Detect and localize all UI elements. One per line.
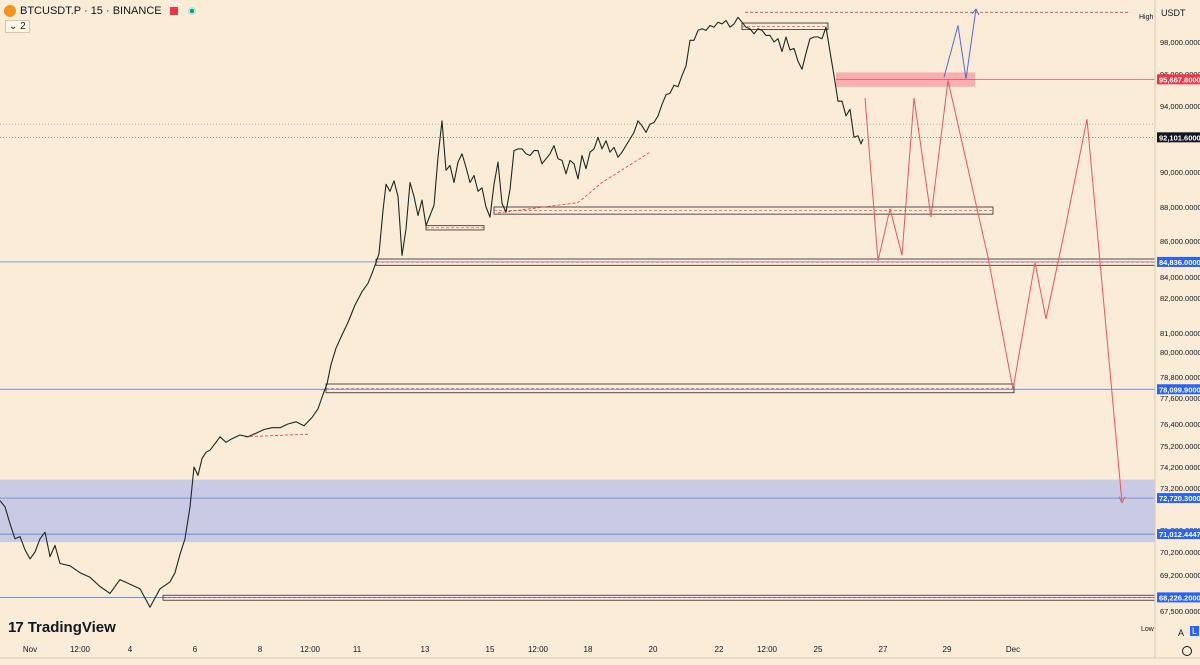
y-tick-label: 78,800.0000 (1160, 373, 1200, 382)
x-tick-label: 12:00 (757, 645, 778, 654)
bitcoin-icon (4, 5, 16, 17)
price-label-badge (1157, 74, 1200, 85)
red-arrow-head (1118, 496, 1126, 504)
y-tick-label: 76,400.0000 (1160, 420, 1200, 429)
y-tick-label: 90,000.0000 (1160, 168, 1200, 177)
x-tick-label: 11 (353, 645, 362, 654)
y-tick-label: 86,000.0000 (1160, 237, 1200, 246)
indicator-count: 2 (20, 21, 26, 32)
flag-icon[interactable] (169, 7, 178, 15)
price-label-badge (1157, 384, 1200, 395)
price-label-text: 72,720.3000 (1159, 494, 1200, 503)
brand-name: TradingView (27, 619, 116, 636)
high-label: High (1139, 14, 1154, 21)
low-label: Low (1141, 626, 1154, 633)
x-tick-label: 6 (193, 645, 198, 654)
settings-gear-icon[interactable] (1182, 646, 1192, 656)
blue-projection-path (943, 8, 977, 79)
y-tick-label: 88,000.0000 (1160, 203, 1200, 212)
y-tick-label: 75,200.0000 (1160, 442, 1200, 451)
x-tick-label: 12:00 (300, 645, 321, 654)
y-tick-label: 84,000.0000 (1160, 273, 1200, 282)
x-tick-label: 4 (128, 645, 133, 654)
y-tick-label: 69,200.0000 (1160, 571, 1200, 580)
y-tick-label: 70,200.0000 (1160, 548, 1200, 557)
x-tick-label: 29 (943, 645, 952, 654)
price-series (0, 16, 864, 608)
price-label-text: 95,667.8000 (1159, 75, 1200, 84)
y-tick-label: 82,000.0000 (1160, 294, 1200, 303)
blue-arrow-head (971, 8, 980, 16)
y-tick-label: 80,000.0000 (1160, 348, 1200, 357)
price-label-text: 84,836.0000 (1159, 258, 1200, 267)
symbol-title[interactable]: BTCUSDT.P · 15 · BINANCE (20, 5, 162, 17)
price-label-text: 68,226.2000 (1159, 593, 1200, 602)
chart-header: BTCUSDT.P · 15 · BINANCE (4, 3, 196, 19)
price-axis (1155, 0, 1200, 658)
price-label-badge (1157, 493, 1200, 504)
x-tick-label: 25 (814, 645, 823, 654)
x-tick-label: 15 (486, 645, 495, 654)
tradingview-logo-icon: 17 (8, 619, 24, 636)
x-tick-label: 20 (649, 645, 658, 654)
x-tick-label: 27 (879, 645, 888, 654)
price-label-text: 78,099.9000 (1159, 385, 1200, 394)
y-tick-label: 74,200.0000 (1160, 463, 1200, 472)
indicators-toggle[interactable]: ⌄ 2 (5, 20, 30, 33)
blue-demand-zone (0, 479, 1155, 543)
market-status-icon (187, 7, 196, 15)
currency-label[interactable]: USDT (1161, 8, 1186, 18)
auto-scale-button[interactable]: A (1178, 628, 1185, 638)
dashed-support-1 (244, 433, 311, 438)
x-tick-label: Dec (1006, 645, 1020, 654)
y-tick-label: 81,000.0000 (1160, 329, 1200, 338)
x-tick-label: 8 (258, 645, 263, 654)
tradingview-logo[interactable]: 17 TradingView (8, 619, 116, 636)
y-tick-label: 77,600.0000 (1160, 394, 1200, 403)
x-tick-label: 12:00 (528, 645, 549, 654)
x-tick-label: 12:00 (70, 645, 91, 654)
price-label-text: 71,012.4447 (1159, 530, 1200, 539)
log-scale-button[interactable]: L (1190, 626, 1200, 636)
y-tick-label: 94,000.0000 (1160, 102, 1200, 111)
price-label-badge (1157, 592, 1200, 603)
x-tick-label: 22 (715, 645, 724, 654)
price-label-badge (1157, 256, 1200, 267)
price-label-text: 92,101.6000 (1159, 133, 1200, 142)
y-tick-label: 67,500.0000 (1160, 607, 1200, 616)
time-axis (0, 658, 1200, 665)
chevron-down-icon: ⌄ (9, 21, 18, 32)
plot-area (0, 0, 1155, 658)
red-projection-path (864, 80, 1123, 503)
y-tick-label: 98,000.0000 (1160, 38, 1200, 47)
dashed-support-2 (497, 151, 651, 214)
price-label-badge (1157, 529, 1200, 540)
price-label-badge (1157, 132, 1200, 143)
x-tick-label: Nov (23, 645, 37, 654)
x-tick-label: 13 (421, 645, 430, 654)
y-tick-label: 73,200.0000 (1160, 484, 1200, 493)
x-tick-label: 18 (584, 645, 593, 654)
